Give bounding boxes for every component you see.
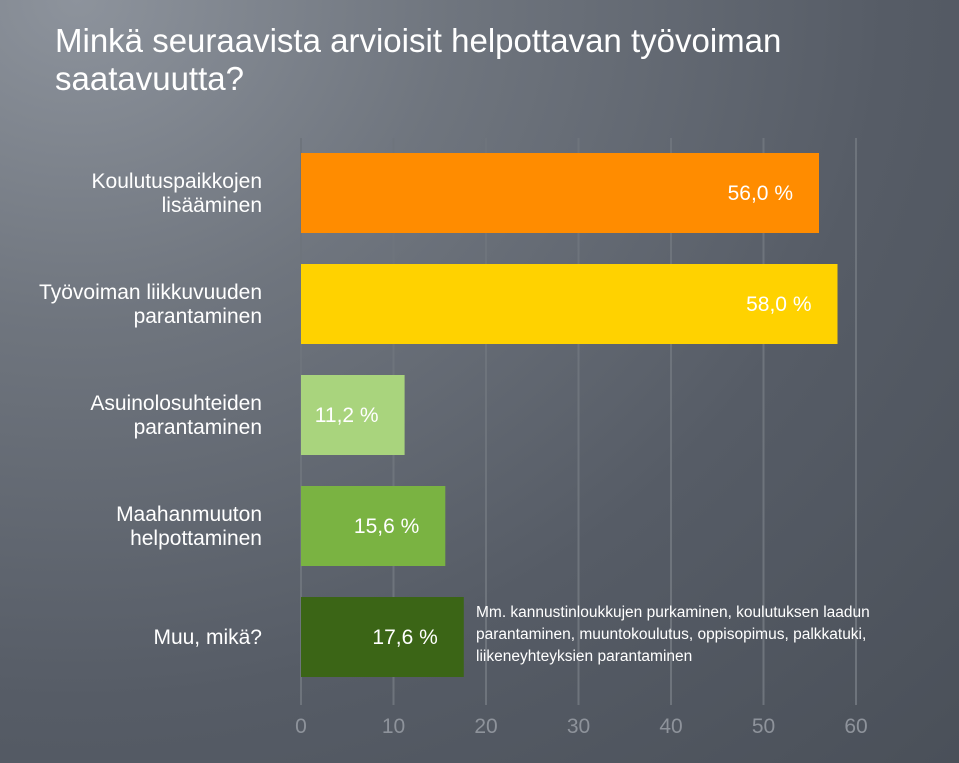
bar-value-label: 58,0 % bbox=[746, 293, 811, 316]
x-tick-label: 40 bbox=[659, 715, 682, 738]
x-tick-label: 0 bbox=[295, 715, 307, 738]
category-label: parantaminen bbox=[134, 416, 262, 439]
category-label: Koulutuspaikkojen bbox=[92, 170, 262, 193]
chart-title: Minkä seuraavista arvioisit helpottavan … bbox=[55, 22, 782, 97]
category-label: parantaminen bbox=[134, 305, 262, 328]
category-label: helpottaminen bbox=[130, 527, 262, 550]
category-label: lisääminen bbox=[162, 194, 262, 217]
bar-value-label: 15,6 % bbox=[354, 515, 419, 538]
other-answers-annotation: Mm. kannustinloukkujen purkaminen, koulu… bbox=[476, 604, 870, 665]
x-tick-label: 50 bbox=[752, 715, 775, 738]
category-label: Asuinolosuhteiden bbox=[90, 392, 262, 415]
bar bbox=[301, 486, 446, 566]
bar bbox=[301, 597, 464, 677]
bar-value-label: 17,6 % bbox=[372, 626, 437, 649]
bar bbox=[301, 375, 405, 455]
x-tick-label: 30 bbox=[567, 715, 590, 738]
x-tick-label: 10 bbox=[382, 715, 405, 738]
category-label: Maahanmuuton bbox=[116, 503, 262, 526]
bar bbox=[301, 153, 819, 233]
x-tick-label: 60 bbox=[844, 715, 867, 738]
bar-value-label: 56,0 % bbox=[728, 182, 793, 205]
bar bbox=[301, 264, 838, 344]
category-label: Muu, mikä? bbox=[153, 626, 262, 649]
category-label: Työvoiman liikkuvuuden bbox=[39, 281, 262, 304]
x-tick-label: 20 bbox=[474, 715, 497, 738]
bar-value-label: 11,2 % bbox=[315, 404, 379, 427]
